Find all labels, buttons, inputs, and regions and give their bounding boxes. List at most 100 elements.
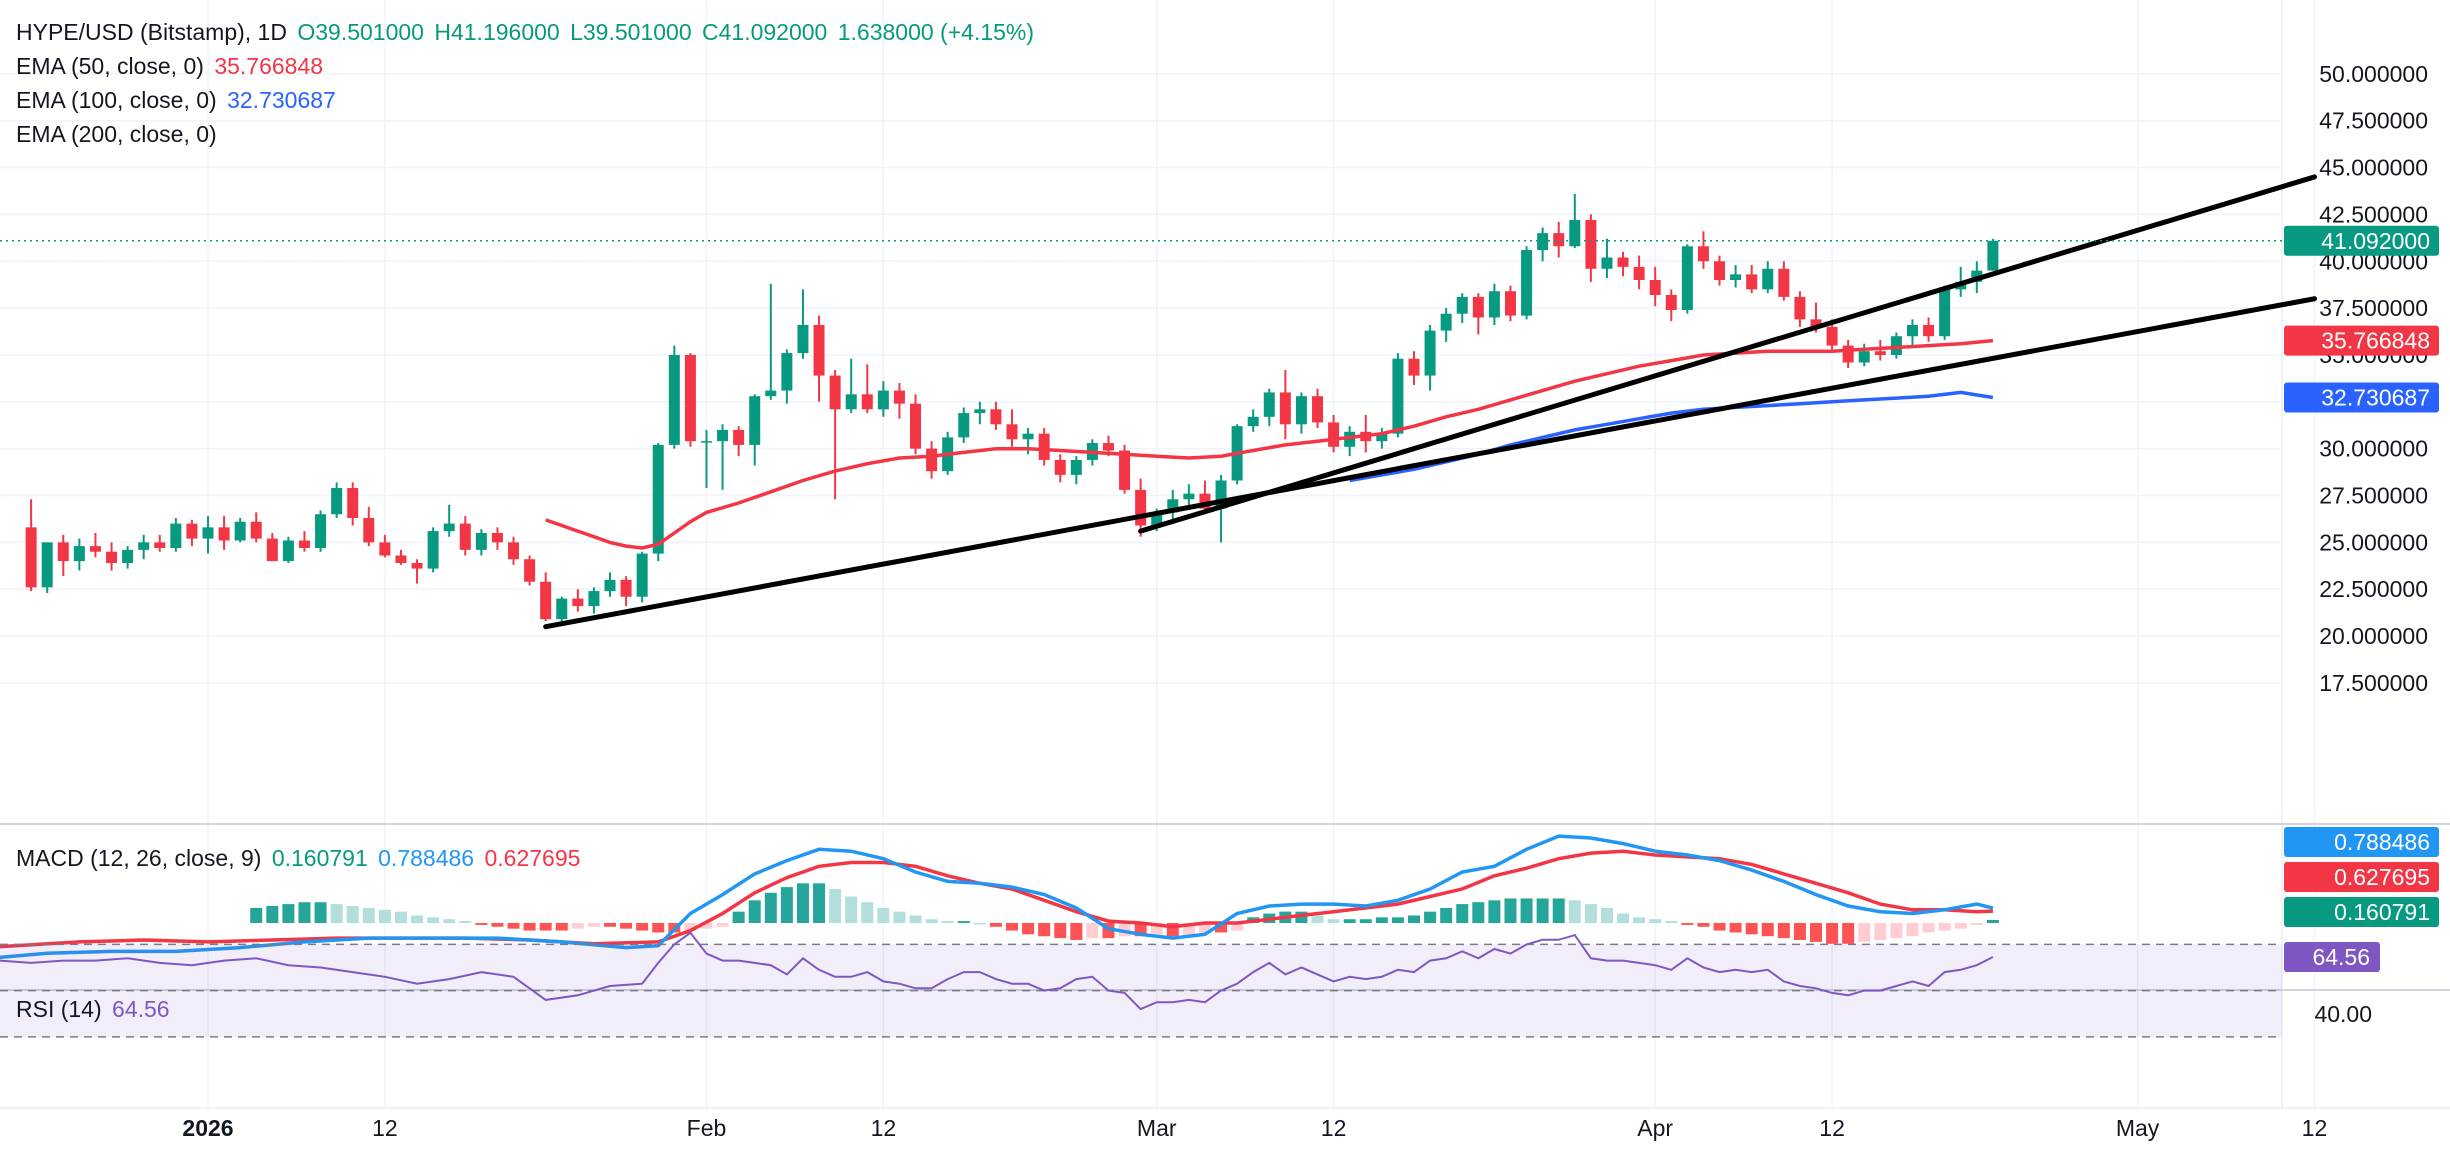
candle-body (717, 429, 729, 442)
candle-body (1440, 313, 1452, 331)
price-tick-label: 20.000000 (2319, 623, 2428, 649)
ema50-row[interactable]: EMA (50, close, 0) 35.766848 (16, 49, 1038, 83)
macd-histogram-bar (394, 911, 407, 923)
candle (1070, 456, 1082, 485)
candle-body (797, 324, 809, 354)
macd-histogram-bar (1375, 917, 1388, 923)
macd-histogram-bar (250, 907, 263, 923)
macd-label-box (2284, 897, 2439, 927)
candle-body (106, 551, 118, 563)
macd-histogram-bar (1343, 919, 1356, 923)
candle-body (910, 403, 922, 449)
macd-histogram-bar (732, 911, 745, 923)
candle (540, 572, 552, 622)
candle-body (1392, 358, 1404, 434)
ema100-row[interactable]: EMA (100, close, 0) 32.730687 (16, 83, 1038, 117)
candle (524, 555, 536, 586)
candle-body (1826, 326, 1838, 346)
candle-body (1858, 351, 1870, 363)
candle (73, 538, 85, 571)
candle (733, 426, 745, 457)
candle (202, 516, 214, 554)
candle (1392, 353, 1404, 438)
time-axis: 2026 12 Feb 12 Mar 12 Apr 12 May 12 (182, 1115, 2327, 1141)
candle (652, 443, 664, 562)
candle-body (1778, 268, 1790, 297)
candle (363, 506, 375, 547)
macd-histogram-bar (684, 923, 697, 931)
macd-histogram-bar (989, 923, 1002, 927)
macd-histogram-bar (1713, 923, 1726, 931)
ema100-label: EMA (100, close, 0) (16, 87, 217, 113)
candle (684, 353, 696, 447)
macd-legend[interactable]: MACD (12, 26, close, 9) 0.160791 0.78848… (16, 841, 584, 875)
candle-body (652, 444, 664, 554)
candle (1521, 246, 1533, 320)
time-tick-label: 12 (1819, 1115, 1845, 1141)
price-label-box (2284, 325, 2439, 356)
candle-body (604, 579, 616, 592)
candle-body (861, 394, 873, 410)
candle (298, 531, 310, 552)
candle-body (1617, 257, 1629, 267)
candle (797, 289, 809, 359)
candle (347, 482, 359, 526)
macd-histogram-bar (973, 923, 986, 925)
candle-body (427, 531, 439, 569)
macd-histogram-bar (587, 923, 600, 927)
candle-body (1585, 220, 1597, 269)
macd-histogram-bar (845, 896, 858, 923)
macd-histogram-bar (1681, 923, 1694, 925)
ema200-row[interactable]: EMA (200, close, 0) (16, 117, 1038, 151)
candle-body (443, 523, 455, 532)
candle-body (1295, 396, 1307, 425)
candle (138, 534, 150, 560)
candle-body (315, 514, 327, 548)
candle (749, 394, 761, 466)
candle (813, 315, 825, 402)
candle (41, 542, 53, 593)
price-tick-label: 42.500000 (2319, 201, 2428, 227)
candle-body (411, 562, 423, 569)
candle (556, 596, 568, 625)
candle (1842, 339, 1854, 369)
candle-body (1923, 324, 1935, 337)
candle-body (1151, 512, 1163, 526)
candle-body (556, 598, 568, 620)
candle (266, 532, 278, 562)
close-value: C41.092000 (702, 19, 828, 45)
macd-histogram-bar (1022, 923, 1035, 935)
candle (1553, 221, 1565, 258)
candle (829, 369, 841, 500)
price-tick-label: 22.500000 (2319, 576, 2428, 602)
macd-histogram-bar (1729, 923, 1742, 933)
candle (1987, 238, 1999, 271)
candle-body (1939, 289, 1951, 337)
macd-histogram-bar (298, 902, 311, 923)
candle (1906, 319, 1918, 348)
macd-histogram-bar (1810, 923, 1822, 942)
macd-histogram-bar (1584, 904, 1597, 923)
macd-hist-value: 0.160791 (271, 845, 368, 871)
candle (958, 407, 970, 444)
candle-body (877, 390, 889, 410)
rsi-legend[interactable]: RSI (14) 64.56 (16, 992, 174, 1026)
candle-body (524, 559, 536, 582)
candle (1681, 244, 1693, 314)
candle-body (379, 542, 391, 556)
candle-body (829, 375, 841, 410)
candle-body (1312, 396, 1324, 423)
price-label-text: 35.766848 (2321, 328, 2430, 354)
price-tick-label: 37.500000 (2319, 295, 2428, 321)
time-tick-label: 12 (2302, 1115, 2328, 1141)
candle (315, 510, 327, 552)
candle (250, 512, 262, 543)
candle-body (1279, 392, 1291, 425)
candle (57, 534, 69, 577)
candle-body (89, 546, 101, 552)
price-label-text: 41.092000 (2321, 228, 2430, 254)
macd-label-text: 0.788486 (2334, 829, 2430, 855)
macd-histogram-bar (266, 905, 279, 923)
macd-label: MACD (12, 26, close, 9) (16, 845, 262, 871)
